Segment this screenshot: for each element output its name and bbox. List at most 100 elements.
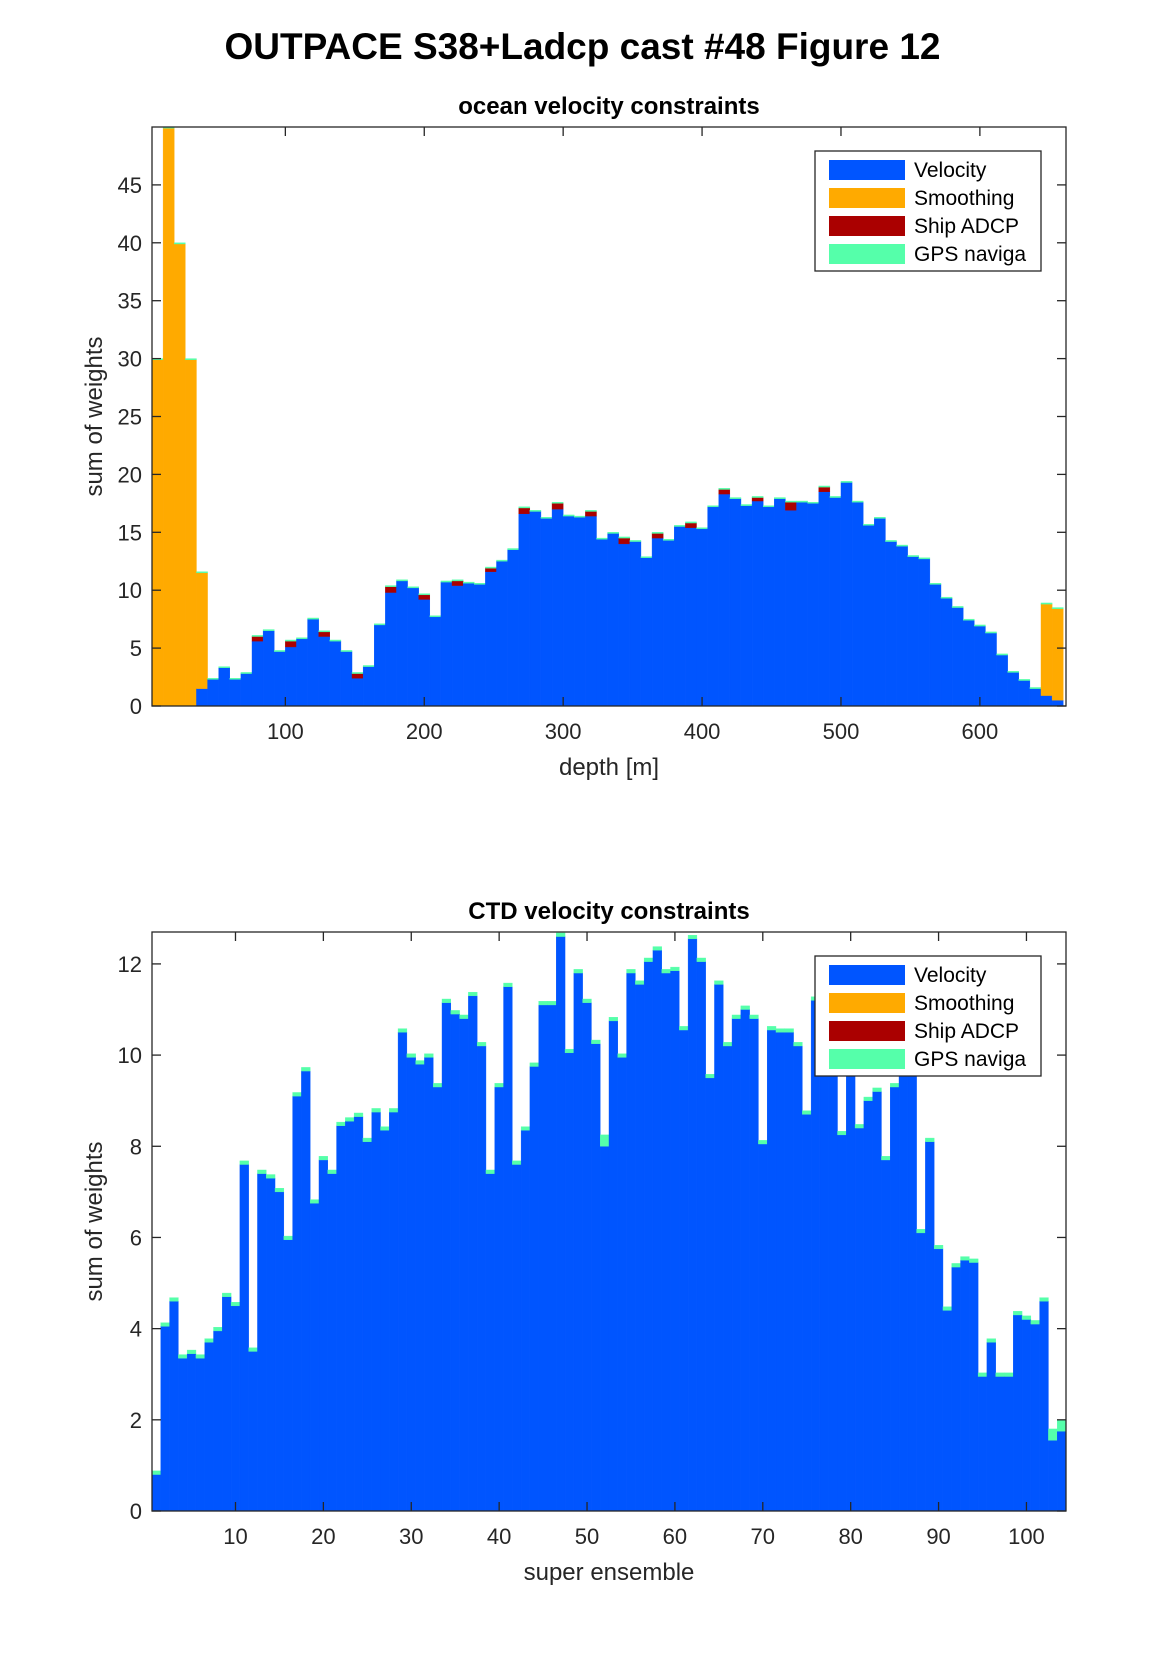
- bar-gps: [740, 504, 753, 506]
- bar-gps: [1039, 1297, 1049, 1302]
- bar-velocity: [283, 1239, 293, 1511]
- bar-gps: [652, 946, 662, 951]
- bar-velocity: [327, 1173, 337, 1511]
- bar-velocity: [793, 1045, 803, 1511]
- y-tick-label: 20: [118, 462, 142, 487]
- bar-velocity: [415, 1064, 425, 1511]
- legend-swatch-gps: [829, 1049, 905, 1069]
- bar-velocity: [474, 584, 486, 706]
- bar-gps: [292, 1092, 302, 1097]
- bar-gps: [240, 672, 253, 674]
- bar-gps: [301, 1067, 311, 1072]
- y-tick-label: 35: [118, 289, 142, 314]
- bar-velocity: [468, 995, 478, 1511]
- bar-gps: [318, 1156, 328, 1161]
- bar-velocity: [336, 1125, 346, 1511]
- bar-velocity: [951, 607, 964, 706]
- bar-velocity: [796, 501, 808, 706]
- bar-velocity: [1018, 680, 1031, 706]
- bar-velocity: [916, 1232, 926, 1511]
- bar-velocity: [960, 1260, 970, 1511]
- legend-swatch-gps: [829, 244, 905, 264]
- bar-gps: [933, 1245, 944, 1250]
- bar-velocity: [933, 1248, 944, 1511]
- bar-ship-adcp: [818, 486, 831, 492]
- x-tick-label: 60: [663, 1524, 687, 1549]
- legend-label-velocity: Velocity: [914, 159, 987, 182]
- bar-velocity: [529, 511, 542, 706]
- bar-gps: [574, 515, 586, 518]
- bar-gps: [596, 537, 608, 540]
- bar-velocity: [729, 498, 742, 706]
- bar-gps: [840, 481, 853, 483]
- bar-velocity: [898, 1068, 909, 1511]
- y-tick-label: 15: [118, 520, 142, 545]
- bar-velocity: [679, 1029, 689, 1511]
- bar-gps: [696, 527, 708, 530]
- bar-gps: [925, 1137, 935, 1142]
- bar-gps: [353, 1112, 364, 1117]
- bar-velocity: [424, 1057, 434, 1511]
- bar-velocity: [890, 1086, 900, 1511]
- x-axis-label: super ensemble: [524, 1559, 695, 1586]
- bar-gps: [374, 623, 386, 626]
- bar-velocity: [802, 1114, 812, 1511]
- bar-gps: [837, 1131, 847, 1136]
- bar-gps: [775, 1028, 785, 1033]
- bar-velocity: [840, 482, 853, 706]
- bar-velocity: [351, 678, 364, 706]
- bar-gps: [718, 488, 731, 490]
- bar-velocity: [749, 1018, 759, 1511]
- bar-velocity: [248, 1351, 258, 1511]
- bar-smoothing: [162, 127, 175, 706]
- bar-gps: [977, 1372, 988, 1377]
- bar-gps: [784, 1028, 794, 1033]
- bar-gps: [940, 596, 953, 599]
- bar-gps: [687, 934, 698, 940]
- bar-velocity: [863, 525, 875, 706]
- bar-gps: [476, 1042, 487, 1047]
- bar-velocity: [929, 584, 942, 706]
- bar-velocity: [186, 1353, 197, 1511]
- bar-gps: [507, 548, 519, 550]
- bar-velocity: [705, 1077, 715, 1511]
- bar-gps: [429, 615, 442, 618]
- bar-gps: [573, 969, 583, 974]
- bar-gps: [785, 500, 797, 503]
- bar-gps: [380, 1126, 390, 1131]
- bar-velocity: [556, 936, 566, 1511]
- bar-velocity: [925, 1141, 935, 1511]
- bar-gps: [424, 1053, 434, 1058]
- bar-velocity: [661, 972, 671, 1511]
- bar-gps: [762, 505, 775, 508]
- bar-velocity: [810, 1000, 821, 1511]
- bar-gps: [351, 672, 364, 674]
- y-tick-label: 8: [130, 1134, 142, 1159]
- bar-velocity: [207, 679, 219, 706]
- bar-gps: [450, 1010, 460, 1015]
- bar-gps: [518, 506, 531, 509]
- bar-velocity: [240, 673, 253, 706]
- y-tick-label: 25: [118, 405, 142, 430]
- bar-gps: [307, 617, 319, 620]
- bar-velocity: [551, 508, 564, 706]
- bar-gps: [705, 1074, 715, 1079]
- bar-velocity: [1021, 1319, 1032, 1511]
- legend-label-gps: GPS naviga: [914, 243, 1026, 266]
- legend-label-smoothing: Smoothing: [914, 187, 1014, 210]
- bar-gps: [626, 969, 636, 974]
- bar-velocity: [218, 667, 230, 706]
- bar-velocity: [818, 491, 831, 706]
- bar-velocity: [520, 1130, 531, 1511]
- bar-velocity: [819, 1018, 829, 1511]
- bar-gps: [185, 358, 197, 360]
- bar-velocity: [169, 1301, 179, 1511]
- legend-label-velocity: Velocity: [914, 964, 987, 987]
- bar-velocity: [731, 1018, 742, 1511]
- bar-gps: [474, 583, 486, 585]
- bar-gps: [468, 991, 478, 997]
- bar-gps: [1040, 602, 1053, 605]
- bar-velocity: [152, 1474, 161, 1511]
- bar-velocity: [573, 972, 583, 1511]
- bar-velocity: [562, 515, 575, 706]
